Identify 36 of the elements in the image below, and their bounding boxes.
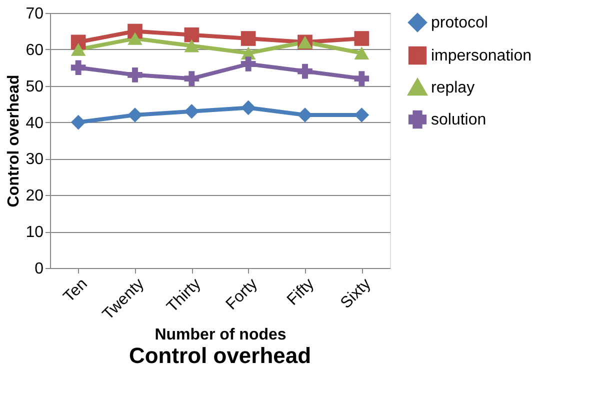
point: [70, 114, 86, 130]
point: [354, 71, 370, 86]
point: [184, 71, 200, 86]
point: [184, 27, 200, 42]
point: [354, 108, 370, 122]
point: [128, 68, 142, 82]
legend-label: solution: [431, 112, 486, 128]
point: [354, 31, 370, 46]
point: [128, 32, 142, 45]
y-tick-label: 50: [26, 78, 44, 96]
point: [184, 104, 200, 119]
y-tick-label: 20: [26, 188, 44, 205]
y-tick-label: 30: [26, 151, 44, 168]
point: [298, 108, 312, 122]
x-axis-title: Number of nodes: [154, 326, 286, 344]
y-tick-label: 0: [34, 260, 44, 278]
point: [70, 60, 86, 76]
point: [70, 43, 86, 56]
point: [240, 100, 256, 116]
point: [128, 108, 142, 122]
y-tick-label: 60: [26, 42, 44, 59]
legend-label: protocol: [431, 14, 488, 32]
point: [240, 31, 256, 46]
legend-label: impersonation: [431, 48, 532, 64]
point: [354, 46, 370, 60]
y-tick-label: 40: [26, 114, 44, 132]
y-axis-title: Control overhead: [6, 74, 23, 208]
point: [184, 39, 200, 52]
point: [240, 56, 256, 72]
y-tick-label: 70: [26, 6, 44, 22]
x-tick-label: Ten: [60, 276, 91, 306]
point: [298, 64, 312, 79]
y-tick-label: 10: [26, 224, 44, 242]
x-tick-label: Fifty: [284, 276, 318, 309]
legend-label: replay: [431, 80, 475, 96]
text: Control overhead: [128, 343, 312, 368]
